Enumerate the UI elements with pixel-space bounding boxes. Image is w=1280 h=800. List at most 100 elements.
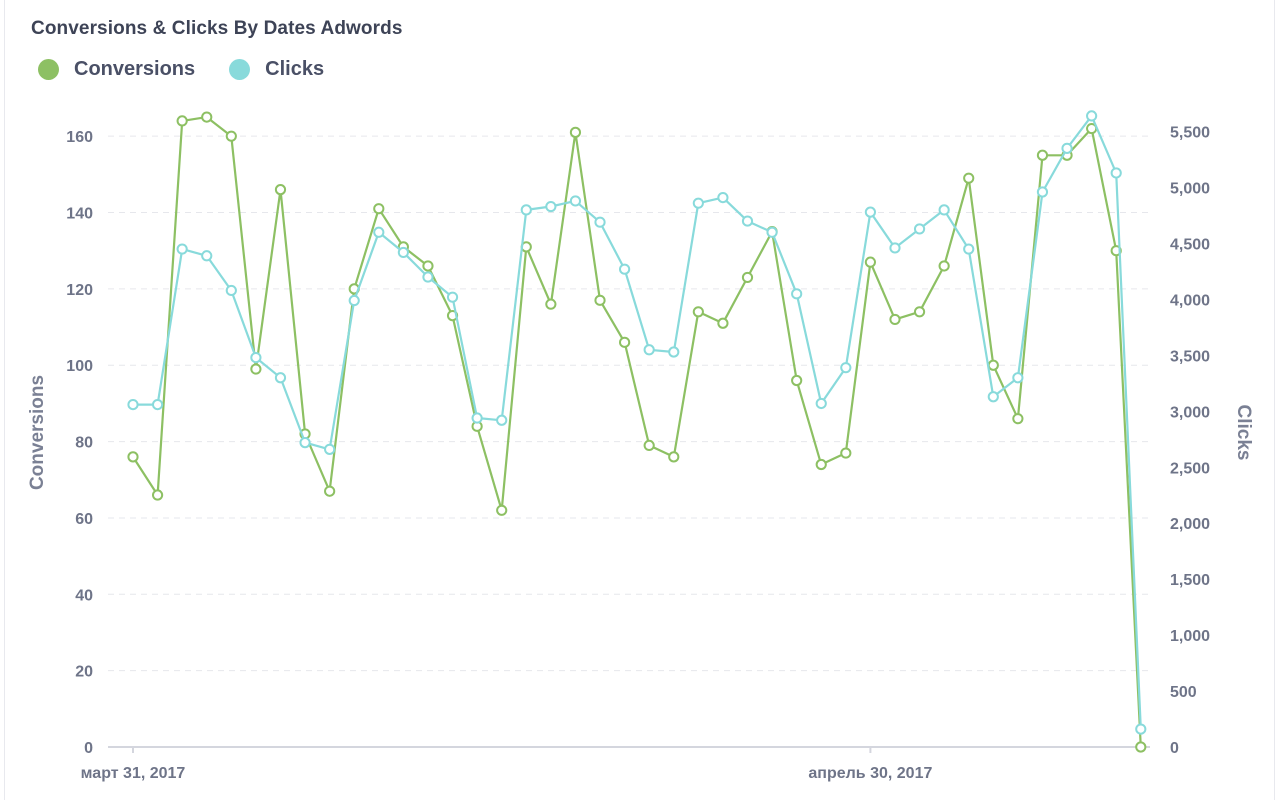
left-tick-label: 20 — [75, 664, 93, 681]
data-point-clicks[interactable] — [225, 284, 237, 297]
data-point-conversions[interactable] — [889, 313, 901, 326]
data-point-conversions[interactable] — [913, 306, 926, 318]
data-point-clicks[interactable] — [913, 223, 926, 235]
data-point-clicks[interactable] — [520, 204, 532, 216]
left-axis-ticks: 0 20 40 60 80 100 120 140 160 — [66, 129, 93, 757]
data-point-conversions[interactable] — [1135, 741, 1147, 753]
right-tick-label: 3,000 — [1170, 404, 1210, 421]
data-point-clicks[interactable] — [176, 243, 188, 255]
data-point-clicks[interactable] — [840, 362, 852, 374]
right-tick-label: 4,500 — [1170, 236, 1210, 253]
data-point-clicks[interactable] — [963, 243, 975, 255]
right-tick-label: 2,000 — [1170, 516, 1210, 533]
data-point-conversions[interactable] — [176, 115, 188, 127]
left-tick-label: 40 — [75, 587, 93, 604]
grid-lines — [108, 135, 1150, 672]
x-axis-ticks: март 31, 2017 апрель 30, 2017 — [81, 747, 932, 782]
left-tick-label: 0 — [84, 740, 93, 757]
data-point-clicks[interactable] — [864, 206, 877, 218]
data-point-conversions[interactable] — [569, 126, 582, 138]
data-point-clicks[interactable] — [889, 242, 901, 254]
legend-item-clicks[interactable]: Clicks — [229, 58, 324, 81]
data-point-clicks[interactable] — [250, 352, 262, 364]
data-point-clicks[interactable] — [1135, 723, 1147, 735]
data-point-clicks[interactable] — [348, 294, 360, 307]
data-point-clicks[interactable] — [201, 250, 213, 262]
data-point-conversions[interactable] — [963, 172, 975, 184]
data-point-conversions[interactable] — [619, 336, 631, 348]
data-point-clicks[interactable] — [496, 414, 508, 426]
data-point-clicks[interactable] — [643, 344, 655, 356]
data-point-conversions[interactable] — [422, 260, 434, 272]
data-point-clicks[interactable] — [274, 372, 287, 384]
data-point-conversions[interactable] — [151, 489, 164, 501]
data-point-conversions[interactable] — [496, 504, 508, 516]
data-point-clicks[interactable] — [127, 398, 139, 411]
data-point-clicks[interactable] — [717, 191, 729, 204]
x-tick-label: апрель 30, 2017 — [808, 765, 932, 782]
left-tick-label: 100 — [66, 358, 93, 375]
data-point-clicks[interactable] — [1061, 142, 1073, 154]
data-point-conversions[interactable] — [201, 111, 213, 123]
data-point-clicks[interactable] — [422, 271, 434, 283]
data-point-conversions[interactable] — [127, 451, 139, 463]
right-tick-label: 0 — [1170, 740, 1179, 757]
data-point-clicks[interactable] — [1110, 167, 1122, 179]
data-point-clicks[interactable] — [938, 204, 950, 216]
data-point-clicks[interactable] — [1086, 110, 1098, 122]
data-point-clicks[interactable] — [569, 195, 582, 207]
data-point-clicks[interactable] — [397, 246, 409, 259]
data-point-clicks[interactable] — [151, 398, 164, 411]
series-conversions — [127, 111, 1147, 753]
data-point-conversions[interactable] — [1036, 149, 1049, 161]
data-point-clicks[interactable] — [692, 197, 704, 209]
data-point-conversions[interactable] — [324, 485, 336, 497]
data-point-clicks[interactable] — [619, 263, 631, 275]
legend-item-conversions[interactable]: Conversions — [38, 58, 195, 81]
data-point-conversions[interactable] — [373, 203, 385, 215]
data-point-conversions[interactable] — [692, 306, 704, 318]
data-point-clicks[interactable] — [446, 291, 459, 303]
series-clicks — [127, 110, 1147, 735]
right-tick-label: 5,500 — [1170, 125, 1210, 142]
data-point-conversions[interactable] — [545, 298, 557, 310]
right-axis-title: Clicks — [1233, 405, 1254, 461]
data-point-conversions[interactable] — [840, 447, 852, 459]
data-point-clicks[interactable] — [471, 412, 483, 424]
data-point-conversions[interactable] — [594, 294, 606, 306]
data-point-conversions[interactable] — [274, 184, 287, 196]
data-point-conversions[interactable] — [815, 458, 827, 471]
data-point-clicks[interactable] — [741, 215, 754, 227]
data-point-clicks[interactable] — [299, 437, 311, 449]
data-point-conversions[interactable] — [643, 439, 655, 452]
chart-legend: Conversions Clicks — [38, 58, 358, 81]
data-point-conversions[interactable] — [225, 130, 237, 142]
right-tick-label: 5,000 — [1170, 181, 1210, 198]
data-point-clicks[interactable] — [668, 346, 680, 358]
data-point-clicks[interactable] — [987, 391, 999, 403]
data-point-conversions[interactable] — [987, 359, 999, 371]
data-point-clicks[interactable] — [1012, 372, 1024, 384]
data-point-conversions[interactable] — [717, 317, 729, 329]
data-point-conversions[interactable] — [791, 374, 803, 387]
right-tick-label: 1,000 — [1170, 628, 1210, 645]
data-point-conversions[interactable] — [938, 260, 950, 272]
data-point-clicks[interactable] — [1036, 186, 1049, 198]
right-tick-label: 4,000 — [1170, 292, 1210, 309]
data-point-clicks[interactable] — [324, 443, 336, 455]
data-point-conversions[interactable] — [668, 451, 680, 463]
data-point-conversions[interactable] — [741, 271, 754, 284]
data-point-clicks[interactable] — [373, 226, 385, 238]
legend-swatch-clicks — [229, 59, 251, 80]
right-tick-label: 500 — [1170, 684, 1197, 701]
data-point-clicks[interactable] — [766, 226, 778, 238]
data-point-conversions[interactable] — [1012, 413, 1024, 425]
data-point-clicks[interactable] — [815, 397, 827, 410]
data-point-conversions[interactable] — [250, 363, 262, 375]
data-point-conversions[interactable] — [864, 256, 877, 268]
data-point-clicks[interactable] — [791, 288, 803, 300]
data-point-clicks[interactable] — [594, 216, 606, 228]
data-point-clicks[interactable] — [545, 200, 557, 213]
left-axis-title: Conversions — [27, 375, 48, 490]
x-tick-label: март 31, 2017 — [81, 765, 186, 782]
